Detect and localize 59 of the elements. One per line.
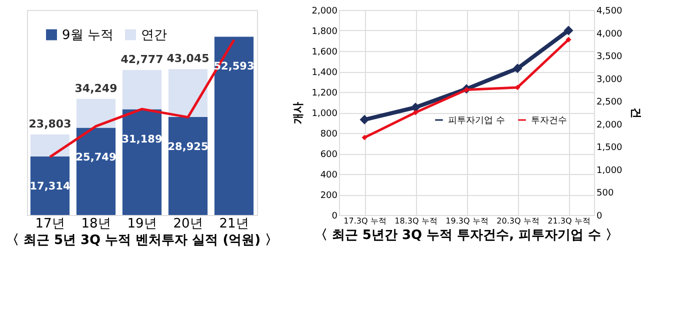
- y2-tick-label: 4,000: [596, 29, 623, 40]
- legend-label: 피투자기업 수: [448, 116, 505, 126]
- x-tick-label: 19.3Q 누적: [446, 216, 488, 226]
- total-label: 42,777: [120, 53, 164, 66]
- point: [564, 26, 574, 36]
- y2-tick-label: 3,500: [596, 52, 623, 62]
- y2-tick-label: 500: [596, 188, 614, 199]
- x-tick-label: 17.3Q 누적: [344, 216, 386, 226]
- y-tick-label: 600: [320, 150, 338, 160]
- bar: [168, 69, 208, 117]
- y-tick-label: 2,000: [312, 6, 338, 16]
- x-tick-label: 21년: [219, 216, 249, 232]
- bar: [76, 98, 116, 128]
- x-tick-label: 17년: [35, 216, 65, 232]
- point: [360, 114, 370, 124]
- x-tick-label: 18년: [81, 216, 111, 232]
- y-tick-label: 400: [320, 170, 338, 180]
- bar: [122, 70, 162, 110]
- y2-tick-label: 0: [596, 212, 602, 222]
- y2-tick-label: 3,000: [596, 74, 623, 85]
- legend-label: 투자건수: [531, 116, 567, 126]
- total-label: 34,249: [74, 82, 118, 95]
- bar: [122, 109, 162, 215]
- x-tick-label: 19년: [127, 216, 157, 232]
- bar: [168, 116, 208, 215]
- total-label: 23,803: [28, 117, 72, 130]
- y-tick-label: 1,800: [312, 27, 338, 37]
- y2-tick-label: 1,500: [596, 143, 623, 154]
- y2-axis-title: 건: [629, 108, 642, 118]
- x-tick-label: 20년: [173, 216, 203, 232]
- x-tick-label: 21.3Q 누적: [548, 216, 590, 226]
- total-label: 43,045: [166, 52, 210, 66]
- x-tick-label: 18.3Q 누적: [394, 216, 438, 226]
- point: [410, 102, 420, 112]
- y-tick-label: 1,000: [312, 109, 338, 119]
- point: [412, 110, 418, 116]
- y-tick-label: 200: [320, 191, 338, 201]
- x-tick-label: 20.3Q 누적: [496, 216, 540, 226]
- point: [512, 64, 522, 74]
- legend-label: 9월 누적: [62, 28, 114, 43]
- point: [566, 36, 572, 42]
- bar: [30, 134, 70, 156]
- y-tick-label: 1,400: [312, 68, 338, 78]
- data-label: 28,925: [168, 140, 208, 153]
- y-tick-label: 800: [320, 130, 338, 140]
- y-tick-label: 1,200: [312, 88, 338, 98]
- bar: [214, 36, 254, 215]
- y-tick-label: 0: [332, 212, 338, 222]
- y2-tick-label: 4,500: [596, 6, 623, 16]
- point: [362, 134, 368, 140]
- y2-tick-label: 2,500: [596, 98, 623, 108]
- y2-tick-label: 2,000: [596, 120, 623, 130]
- text: 〈 최근 5년 3Q 누적 벤처투자 실적 (억원) 〉: [6, 233, 278, 248]
- text: 〈 최근 5년간 3Q 누적 투자건수, 피투자기업 수 〉: [314, 228, 619, 243]
- bar: [76, 128, 116, 215]
- y-tick-label: 1,600: [312, 48, 338, 58]
- y-axis-title: 개사: [292, 102, 305, 124]
- legend-label: 연간: [141, 28, 167, 43]
- y2-tick-label: 1,000: [596, 166, 623, 176]
